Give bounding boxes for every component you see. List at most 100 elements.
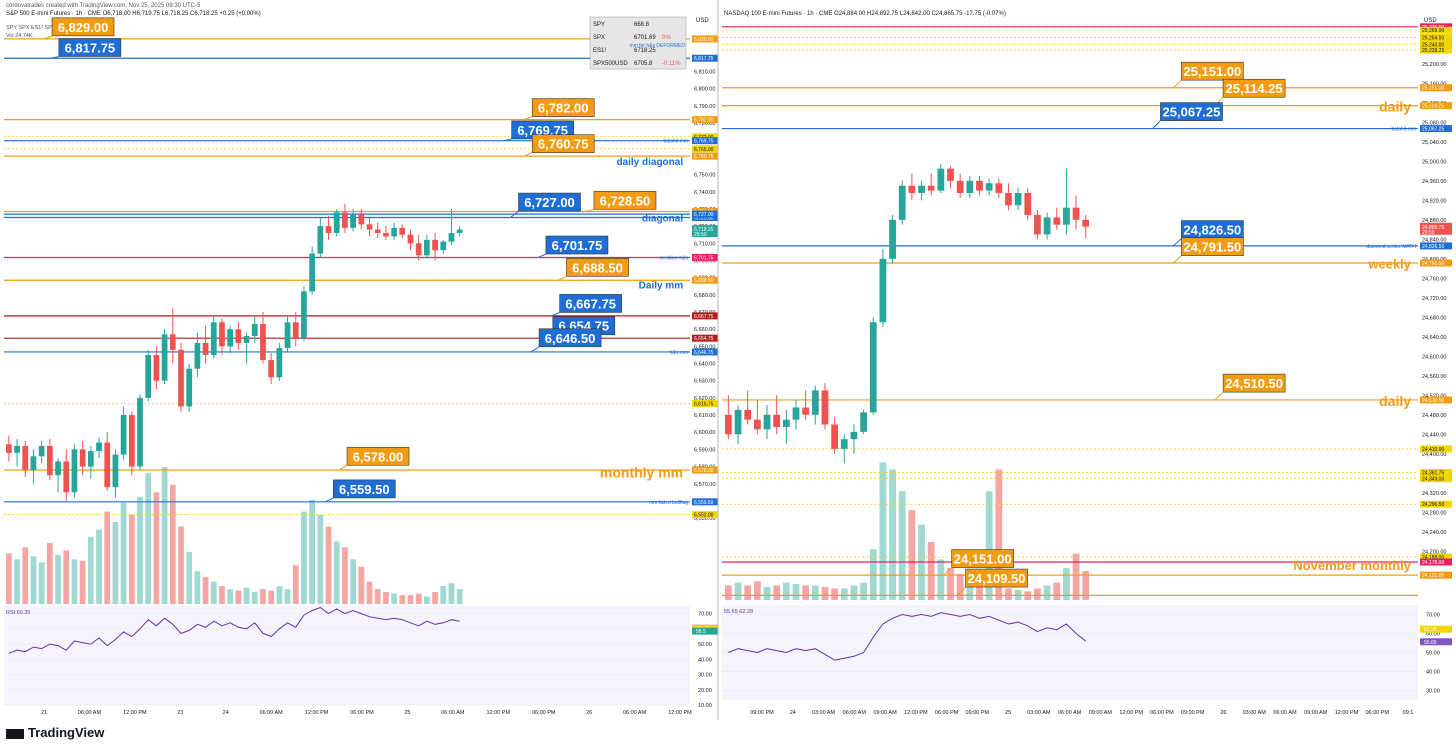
rsi-value-tag bbox=[1420, 625, 1452, 633]
price-callout-text: 6,578.00 bbox=[353, 449, 404, 464]
volume-bar bbox=[243, 587, 250, 604]
y-tick-label: 24,280.00 bbox=[1422, 510, 1446, 516]
volume-bar bbox=[284, 589, 291, 604]
volume-bar bbox=[169, 484, 176, 604]
candle-body bbox=[840, 439, 848, 449]
symbols-overlay-text: SPY SPX ES1! SPX500USD bbox=[6, 25, 76, 31]
price-callout-box bbox=[518, 192, 581, 212]
candle-body bbox=[908, 185, 916, 194]
volume-bar bbox=[6, 553, 12, 604]
chart-annotation: diagonal bbox=[642, 214, 683, 225]
price-callout-text: 6,829.00 bbox=[58, 20, 109, 35]
level-price-tag bbox=[692, 498, 718, 506]
watchlist-box bbox=[589, 16, 687, 70]
price-callout-box bbox=[965, 568, 1028, 588]
level-price-tag bbox=[692, 137, 718, 145]
volume-bar bbox=[1082, 571, 1090, 600]
x-tick-label: 06:00 AM bbox=[260, 710, 284, 716]
candle-body bbox=[120, 415, 127, 455]
y-tick-label: 24,720.00 bbox=[1422, 296, 1446, 302]
rsi-tick-label: 40.00 bbox=[698, 657, 712, 663]
candle-body bbox=[104, 442, 111, 488]
level-price-tag bbox=[1420, 468, 1452, 476]
volume-bar bbox=[317, 514, 324, 604]
tradingview-logo[interactable]: TradingView bbox=[6, 725, 104, 740]
candle-body bbox=[276, 348, 283, 378]
chart-annotation: daily bbox=[1379, 393, 1411, 409]
candle-body bbox=[186, 368, 193, 407]
level-price-tag bbox=[692, 399, 718, 407]
volume-bar bbox=[104, 511, 111, 604]
volume-bar bbox=[947, 568, 954, 600]
x-tick-label: 12:00 PM bbox=[1119, 710, 1143, 716]
candle-body bbox=[956, 180, 964, 194]
volume-bar bbox=[927, 542, 935, 600]
volume-bar bbox=[1005, 588, 1012, 600]
candle-body bbox=[71, 449, 78, 493]
rsi-tick-label: 70.00 bbox=[698, 612, 712, 618]
price-callout-box bbox=[566, 258, 629, 277]
rsi-value-text: 62.28 bbox=[1424, 627, 1437, 633]
last-price-tag bbox=[1420, 222, 1452, 235]
level-price-tag bbox=[692, 511, 718, 519]
level-price-tag bbox=[1420, 242, 1452, 250]
price-callout-text: 6,688.50 bbox=[572, 260, 623, 275]
candle-body bbox=[235, 329, 242, 343]
x-tick-label: 12:00 PM bbox=[487, 710, 511, 716]
volume-bar bbox=[773, 585, 781, 600]
price-callout-text: 24,109.50 bbox=[968, 571, 1026, 586]
y-tick-label: 24,840.00 bbox=[1422, 237, 1446, 243]
candle-body bbox=[782, 419, 790, 427]
x-tick-label: 23 bbox=[177, 710, 183, 716]
price-callout-box bbox=[1181, 61, 1244, 81]
candle-body bbox=[161, 334, 168, 381]
price-callout-pointer bbox=[530, 346, 540, 353]
level-price-text: 24,178.00 bbox=[1422, 560, 1444, 566]
x-tick-label: 25 bbox=[404, 710, 410, 716]
volume-bar bbox=[753, 581, 761, 600]
price-callout-text: 6,559.50 bbox=[339, 482, 390, 497]
y-tick-label: 6,550.00 bbox=[694, 516, 715, 522]
x-tick-label: 21 bbox=[41, 710, 47, 716]
volume-bar bbox=[96, 529, 102, 604]
x-tick-label: 09:00 PM bbox=[966, 710, 990, 716]
currency-label: USD bbox=[696, 18, 709, 24]
level-price-tag bbox=[692, 276, 718, 284]
level-price-tag bbox=[1420, 102, 1452, 110]
level-price-text: 6,646.75 bbox=[694, 350, 714, 356]
y-tick-label: 24,640.00 bbox=[1422, 335, 1446, 341]
price-callout-box bbox=[1222, 78, 1286, 98]
candle-body bbox=[210, 322, 217, 355]
rsi-label: RSI 60.35 bbox=[6, 610, 30, 616]
candle-body bbox=[415, 243, 422, 256]
chart-annotation: Daily mm bbox=[639, 281, 684, 292]
candle-body bbox=[194, 342, 201, 369]
volume-bar bbox=[908, 510, 916, 600]
x-tick-label: 06:00 PM bbox=[532, 710, 556, 716]
y-tick-label: 24,240.00 bbox=[1422, 530, 1446, 536]
candle-body bbox=[317, 226, 324, 254]
candle-body bbox=[432, 239, 438, 251]
y-tick-label: 24,880.00 bbox=[1422, 218, 1446, 224]
volume-bar bbox=[734, 582, 742, 600]
level-price-text: 24,349.00 bbox=[1422, 477, 1444, 483]
y-tick-label: 25,080.00 bbox=[1422, 120, 1446, 126]
price-callout-text: 6,782.00 bbox=[538, 101, 589, 116]
volume-bar bbox=[407, 595, 414, 604]
volume-bar bbox=[30, 556, 37, 604]
level-price-text: 6,765.00 bbox=[694, 147, 714, 153]
volume-bar bbox=[112, 522, 119, 604]
price-callout-text: 6,667.75 bbox=[565, 296, 616, 311]
candle-body bbox=[879, 258, 887, 323]
y-tick-label: 6,680.00 bbox=[694, 293, 715, 299]
volume-bar bbox=[898, 491, 906, 600]
rsi-tick-label: 50.00 bbox=[698, 642, 712, 648]
y-tick-label: 6,800.00 bbox=[694, 87, 715, 93]
rsi-value-tag bbox=[1420, 638, 1452, 646]
level-price-tag bbox=[692, 145, 718, 153]
volume-bar bbox=[210, 581, 217, 604]
candle-body bbox=[219, 322, 225, 347]
candle-body bbox=[14, 445, 20, 453]
rsi-tick-label: 10.00 bbox=[698, 703, 712, 709]
price-callout-pointer bbox=[338, 464, 348, 471]
